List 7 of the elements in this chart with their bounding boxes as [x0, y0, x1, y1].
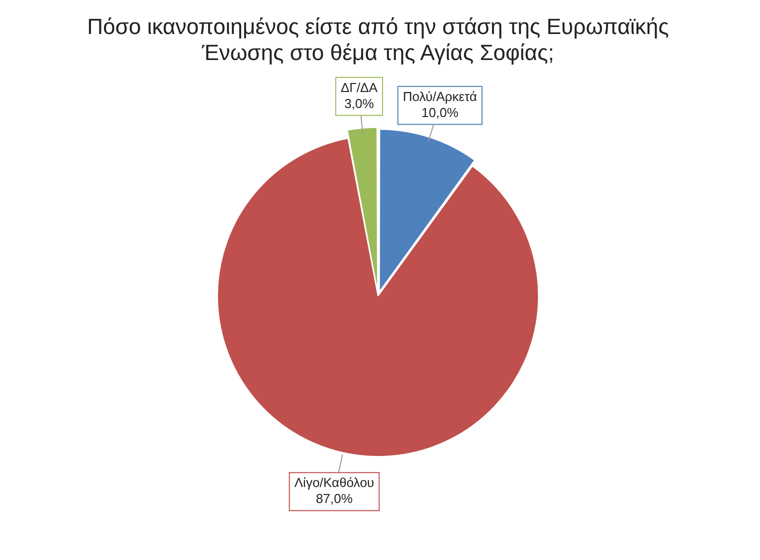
- data-label: 87,0%: [316, 491, 354, 506]
- data-label: 3,0%: [344, 96, 374, 111]
- chart-title: Πόσο ικανοποιημένος είστε από την στάση της Ευρωπαϊκής Ένωσης στο θέμα της Αγίας Σοφίας;: [86, 13, 670, 66]
- slice-label: Λίγο/Καθόλου: [294, 475, 374, 490]
- slice-label: ΔΓ/ΔΑ: [340, 80, 378, 95]
- data-label: 10,0%: [422, 104, 459, 120]
- slice-label: Πολύ/Αρκετά: [402, 88, 478, 104]
